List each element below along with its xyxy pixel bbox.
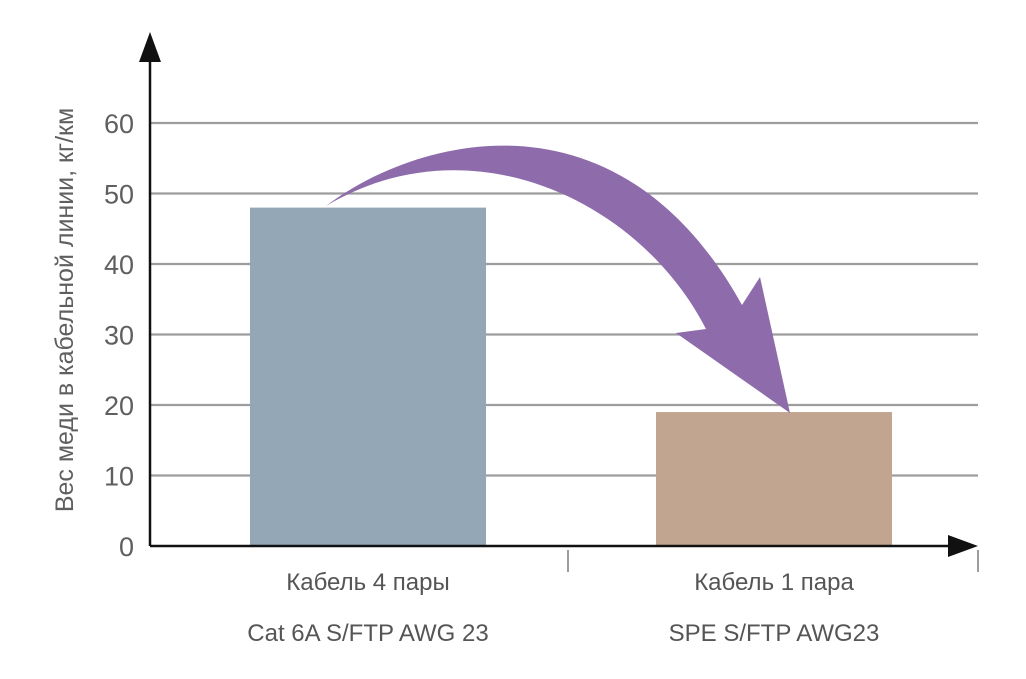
y-tick-label: 40: [104, 250, 134, 280]
x-category-labels: Кабель 4 пары Cat 6A S/FTP AWG 23 Кабель 1…: [247, 569, 879, 647]
y-tick-label: 10: [104, 462, 134, 492]
x-axis-arrowhead: [948, 535, 978, 557]
y-tick-labels: 0 10 20 30 40 50 60: [104, 109, 134, 562]
y-tick-label: 60: [104, 109, 134, 139]
x-category-label-line2: SPE S/FTP AWG23: [669, 620, 880, 647]
axes: [139, 32, 979, 572]
bars: [250, 207, 892, 546]
x-category-label-line1: Кабель 1 пара: [694, 569, 854, 596]
bar: [656, 412, 892, 546]
y-axis-label: Вес меди в кабельной линии, кг/км: [51, 108, 79, 512]
bar: [250, 207, 486, 546]
y-tick-label: 50: [104, 180, 134, 210]
x-category-label-line2: Cat 6A S/FTP AWG 23: [247, 620, 488, 647]
y-tick-label: 0: [119, 532, 134, 562]
y-axis-arrowhead: [139, 32, 161, 62]
curved-arrow: [326, 145, 790, 413]
y-tick-label: 30: [104, 321, 134, 351]
x-category-label-line1: Кабель 4 пары: [286, 569, 450, 596]
y-tick-label: 20: [104, 391, 134, 421]
